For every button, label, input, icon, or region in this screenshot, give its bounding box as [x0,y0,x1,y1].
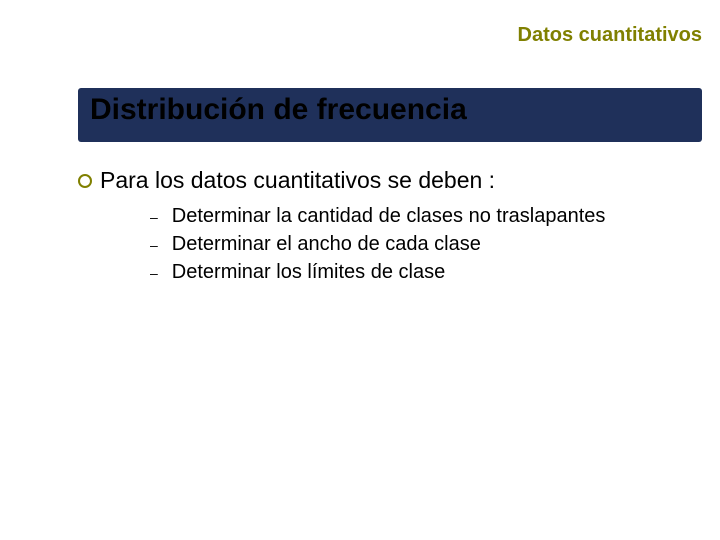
intro-line: Para los datos cuantitativos se deben : [78,167,495,194]
list-item-text: Determinar la cantidad de clases no tras… [172,205,606,228]
header-label: Datos cuantitativos [518,24,702,47]
intro-text: Para los datos cuantitativos se deben : [100,167,495,194]
sub-list: – Determinar la cantidad de clases no tr… [150,205,605,289]
list-item-text: Determinar el ancho de cada clase [172,233,481,256]
list-item: – Determinar la cantidad de clases no tr… [150,205,605,228]
list-item: – Determinar los límites de clase [150,261,605,284]
dash-icon: – [150,237,158,253]
list-item: – Determinar el ancho de cada clase [150,233,605,256]
dash-icon: – [150,265,158,281]
slide-title: Distribución de frecuencia [90,93,467,127]
list-item-text: Determinar los límites de clase [172,261,445,284]
dash-icon: – [150,209,158,225]
bullet-icon [78,174,92,188]
